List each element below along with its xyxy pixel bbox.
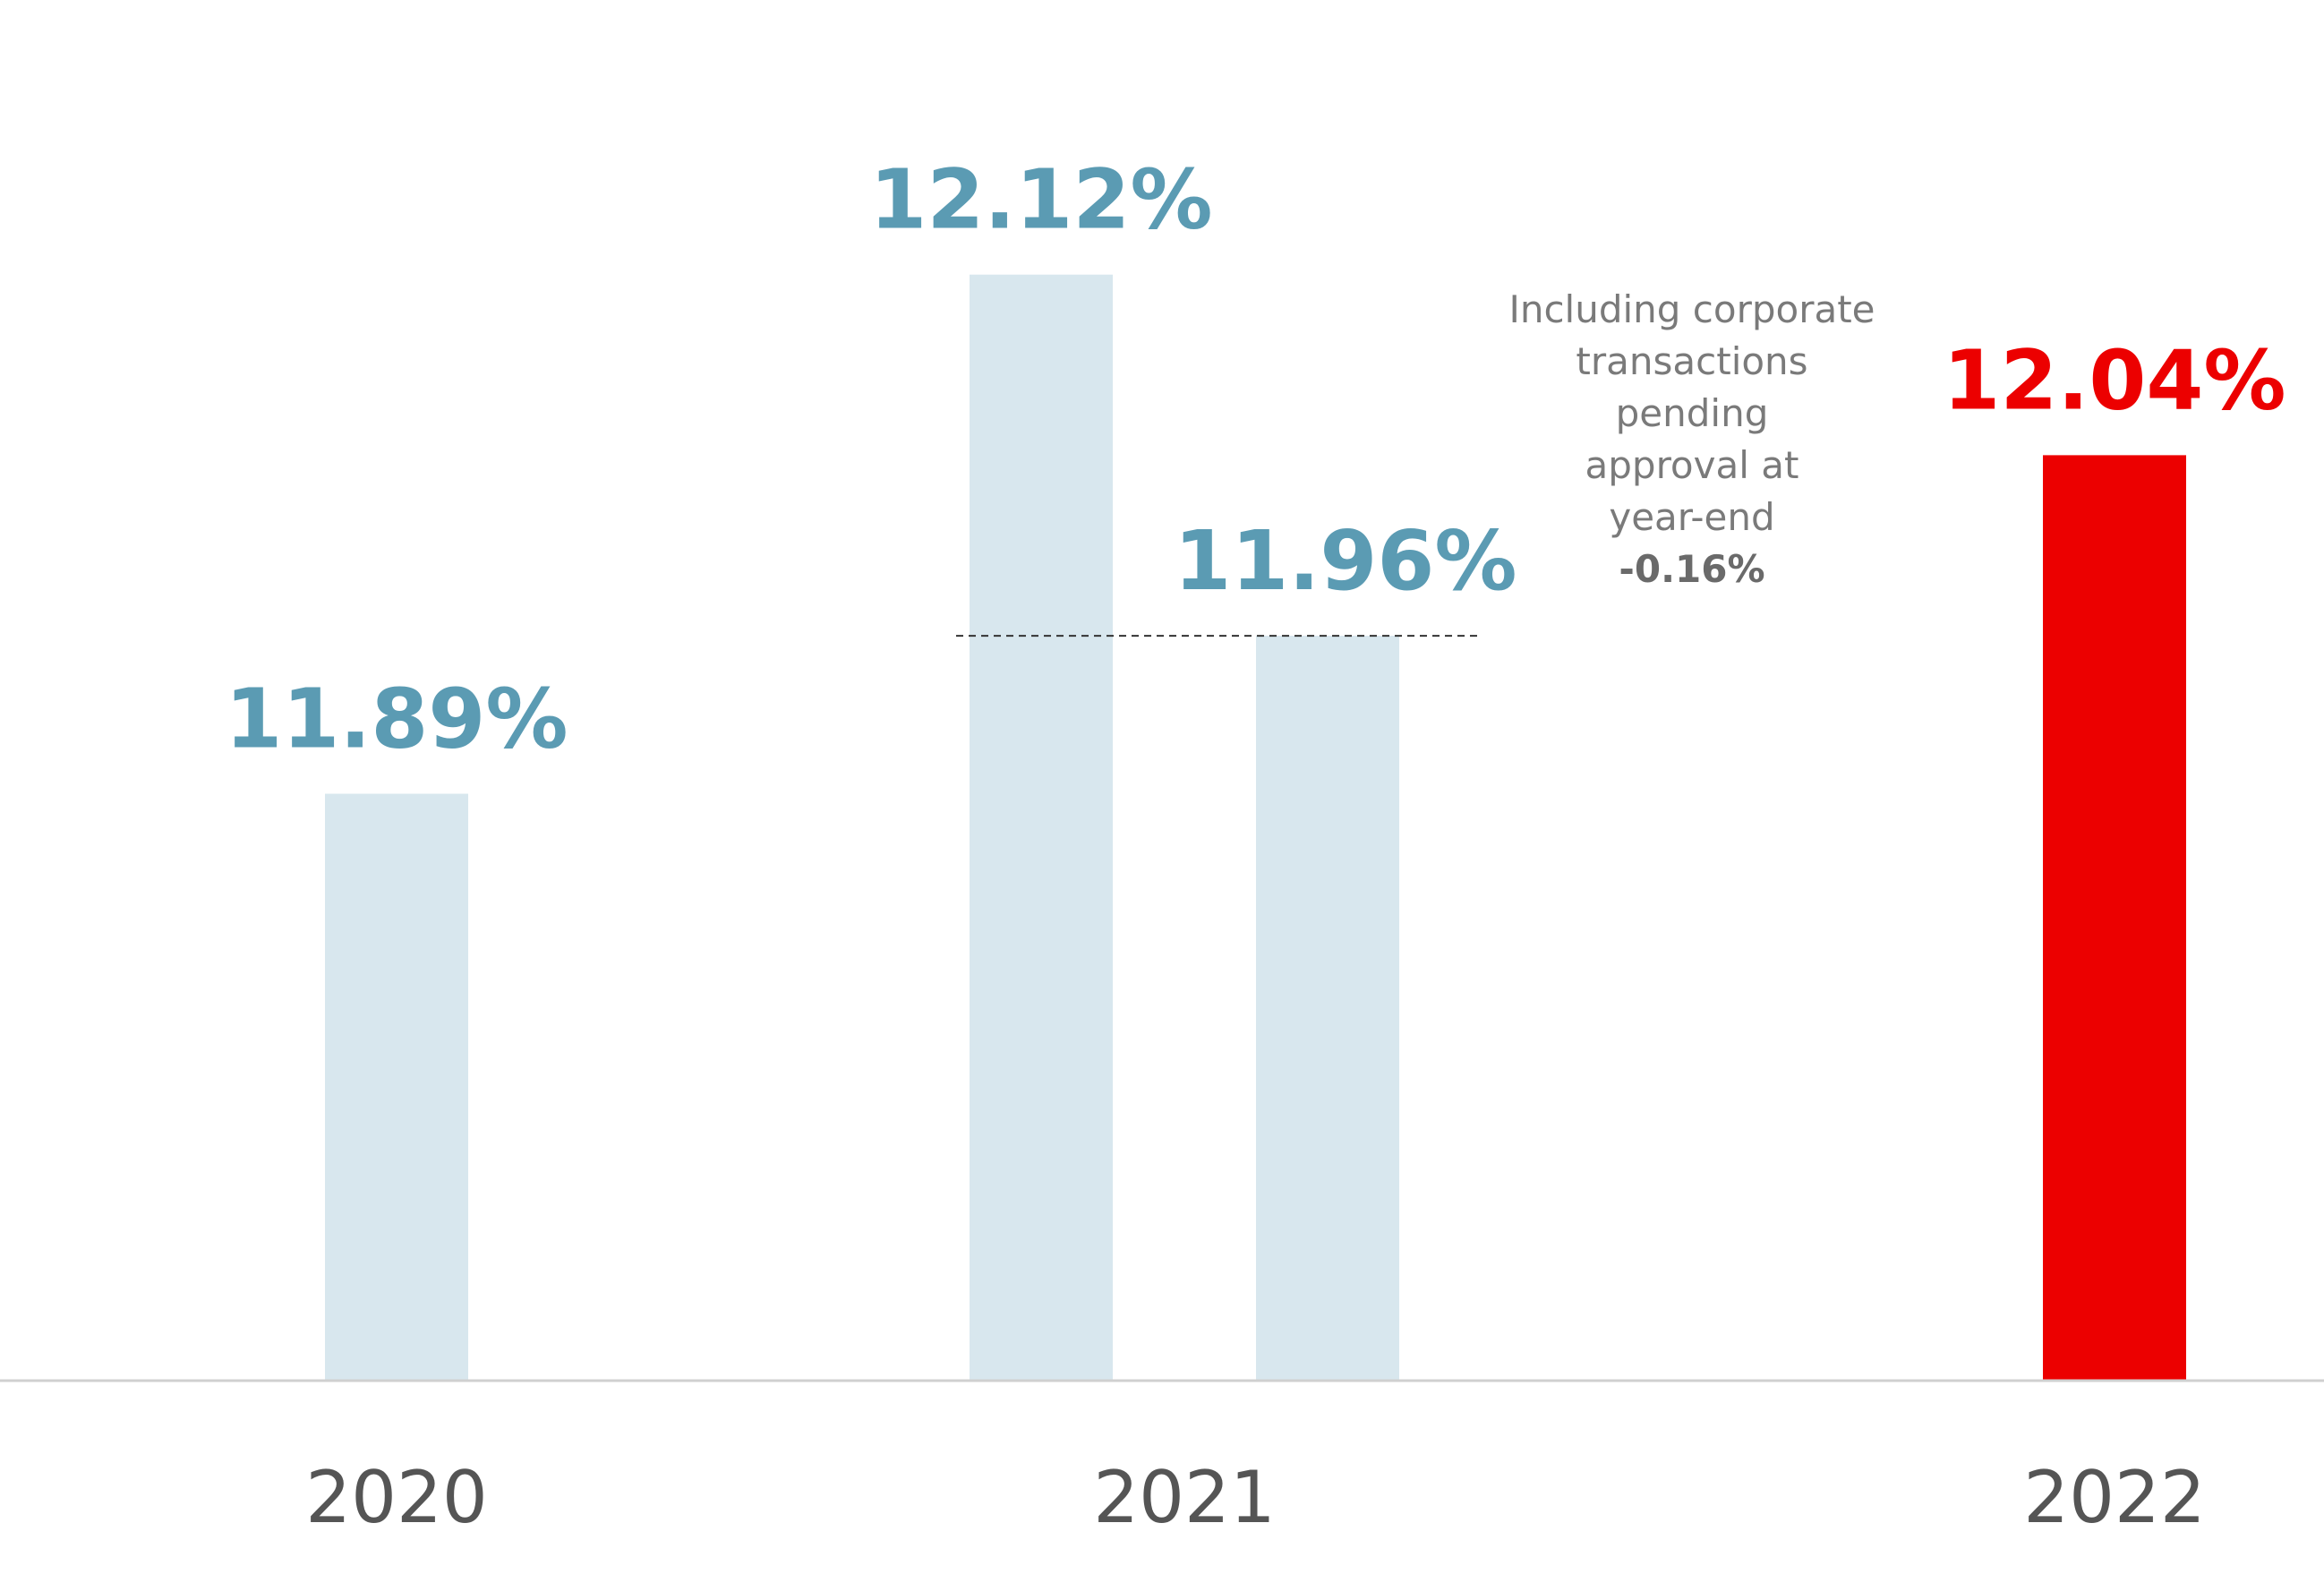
annotation-line-3: pending [1616,391,1769,435]
annotation-line-1: Including corporate [1508,287,1875,331]
bar-2021-3 [1256,636,1399,1381]
year-label-2022: 2022 [2023,1456,2206,1539]
value-label-1: 11.89% [225,672,568,767]
value-label-2: 12.12% [869,152,1212,248]
bar-2022-4 [2043,455,2186,1381]
bars-group [325,274,2186,1382]
year-labels-group: 2020 2021 2022 [305,1456,2206,1539]
year-label-2020: 2020 [305,1456,488,1539]
value-labels-group: 11.89% 12.12% 11.96% 12.04% [225,152,2286,767]
annotation-line-4: approval at [1585,443,1799,487]
annotation-line-2: transactions [1576,339,1807,383]
value-label-3: 11.96% [1174,513,1517,609]
bar-2021-2 [970,274,1113,1382]
value-label-4: 12.04% [1943,332,2286,428]
annotation-note: Including corporate transactions pending ap… [1508,287,1875,591]
year-label-2021: 2021 [1093,1456,1276,1539]
bar-2020-1 [325,793,468,1381]
annotation-line-5: year-end [1609,495,1774,539]
annotation-delta: -0.16% [1619,547,1764,591]
